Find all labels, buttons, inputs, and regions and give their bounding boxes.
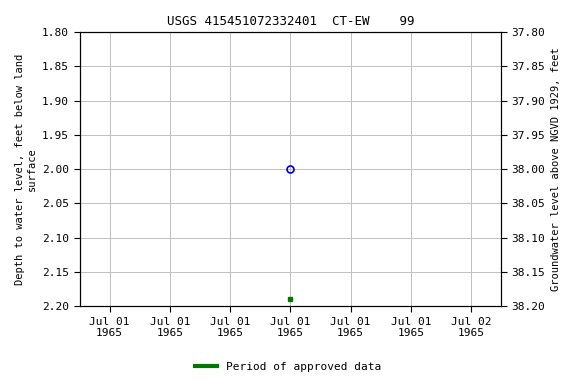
Y-axis label: Depth to water level, feet below land
surface: Depth to water level, feet below land su… [15,53,37,285]
Y-axis label: Groundwater level above NGVD 1929, feet: Groundwater level above NGVD 1929, feet [551,47,561,291]
Title: USGS 415451072332401  CT-EW    99: USGS 415451072332401 CT-EW 99 [166,15,414,28]
Legend: Period of approved data: Period of approved data [191,358,385,377]
